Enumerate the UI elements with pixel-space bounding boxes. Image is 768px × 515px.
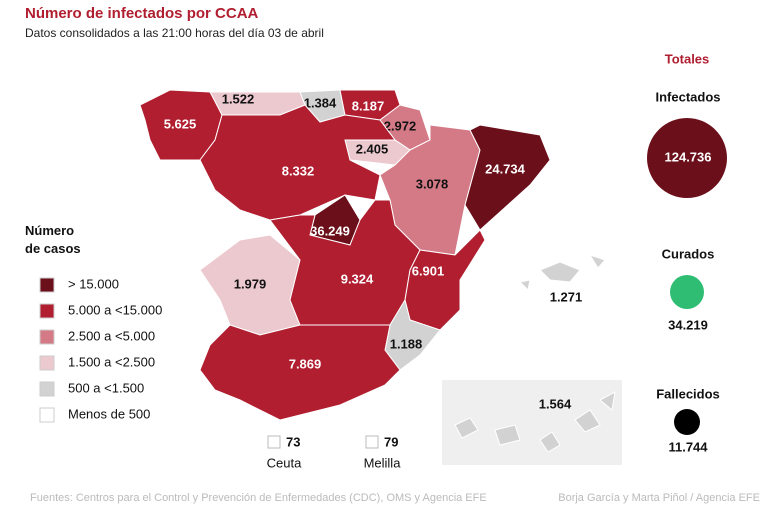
region: [454, 417, 479, 439]
legend-label: 1.500 a <2.500: [68, 354, 155, 369]
region: [539, 261, 581, 283]
total-value: 34.219: [668, 317, 708, 332]
subtitle: Datos consolidados a las 21:00 horas del…: [25, 26, 324, 40]
legend-label: > 15.000: [68, 276, 119, 291]
legend-label: 2.500 a <5.000: [68, 328, 155, 343]
legend-label: 500 a <1.500: [68, 380, 144, 395]
region-value: 2.405: [356, 141, 389, 156]
region-value: 1.271: [550, 289, 583, 304]
city-swatch: [365, 435, 379, 449]
total-label: Infectados: [655, 89, 720, 104]
city-value: 73: [286, 434, 300, 449]
region: [269, 199, 421, 326]
region-value: 1.522: [222, 91, 255, 106]
legend-swatch: [39, 329, 55, 345]
legend-label: Menos de 500: [68, 406, 150, 421]
city-name: Melilla: [364, 455, 402, 470]
region-value: 24.734: [485, 161, 526, 176]
region: [199, 324, 401, 421]
region: [464, 124, 551, 231]
region-value: 1.564: [539, 396, 572, 411]
total-label: Curados: [662, 246, 715, 261]
region-value: 1.188: [390, 336, 423, 351]
region-value: 9.324: [341, 271, 374, 286]
region: [588, 254, 606, 269]
city-swatch: [267, 435, 281, 449]
total-value: 11.744: [668, 439, 708, 454]
legend-swatch: [39, 277, 55, 293]
total-label: Fallecidos: [656, 386, 720, 401]
region-value: 7.869: [289, 356, 322, 371]
region-value: 1.979: [234, 276, 267, 291]
region: [599, 391, 616, 411]
total-value: 124.736: [665, 149, 712, 164]
credit: Borja García y Marta Piñol / Agencia EFE: [558, 492, 760, 504]
legend-swatch: [39, 381, 55, 397]
region-value: 3.078: [416, 176, 449, 191]
region-value: 1.384: [304, 95, 337, 110]
region-value: 6.901: [412, 263, 445, 278]
region: [518, 279, 531, 292]
region: [574, 409, 601, 433]
region-value: 8.187: [352, 98, 385, 113]
legend-swatch: [39, 303, 55, 319]
region-value: 2.972: [384, 118, 417, 133]
total-circle: [670, 275, 704, 309]
title: Número de infectados por CCAA: [25, 5, 259, 22]
city-name: Ceuta: [267, 455, 302, 470]
region-value: 8.332: [282, 163, 315, 178]
region: [539, 431, 561, 453]
legend-swatch: [39, 355, 55, 371]
city-value: 79: [384, 434, 398, 449]
totals-title: Totales: [665, 51, 710, 66]
source: Fuentes: Centros para el Control y Preve…: [30, 492, 487, 504]
legend-swatch: [39, 407, 55, 423]
legend-title: Número de casos: [25, 223, 81, 256]
region-value: 5.625: [164, 116, 197, 131]
total-circle: [674, 409, 700, 435]
legend-label: 5.000 a <15.000: [68, 302, 162, 317]
region: [404, 229, 486, 331]
region-value: 36.249: [310, 223, 350, 238]
total-circle: [647, 118, 727, 198]
region: [494, 424, 521, 446]
